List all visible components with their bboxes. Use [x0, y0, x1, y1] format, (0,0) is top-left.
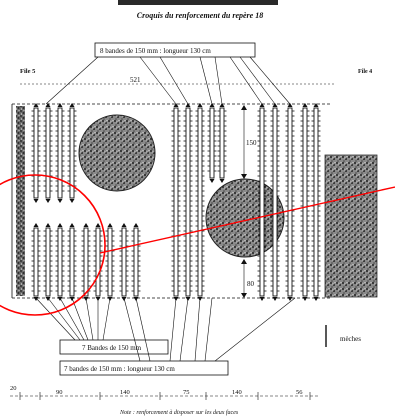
- reinforcement-band: [55, 223, 65, 301]
- red-highlight-circle: [0, 174, 106, 316]
- reinforcement-band: [43, 223, 53, 301]
- dim-150-label: 150: [246, 139, 257, 147]
- reinforcement-band: [119, 223, 129, 301]
- reinforcement-band: [217, 103, 227, 183]
- note: Note : renforcement à disposer sur les d…: [119, 409, 239, 416]
- callout-top-leaders: [45, 56, 291, 105]
- reinforcement-band: [31, 223, 41, 301]
- reinforcement-band: [93, 223, 103, 301]
- reinforcement-band: [67, 223, 77, 301]
- file-right-label: File 4: [358, 69, 372, 75]
- bottom-dims-group: 20 90 140 75 140 56: [10, 385, 311, 400]
- bottom-dim-label: 140: [232, 389, 242, 396]
- dim-150: [241, 105, 247, 179]
- reinforcement-band: [31, 103, 41, 203]
- reinforcement-band: [257, 103, 267, 301]
- callout-bottom-label: 7 bandes de 150 mm : longueur 130 cm: [64, 365, 175, 373]
- reinforcement-band: [311, 103, 321, 301]
- dim-80-label: 80: [247, 280, 255, 288]
- bands-group: [31, 103, 321, 301]
- reinforcement-band: [131, 223, 141, 301]
- callout-mid-leaders: [35, 297, 111, 341]
- reinforcement-band: [81, 223, 91, 301]
- reinforcement-band: [300, 103, 310, 301]
- reinforcement-band: [270, 103, 280, 301]
- file-left-label: File 5: [20, 68, 36, 75]
- red-highlight-line: [99, 186, 395, 254]
- callout-bottom-leaders: [123, 297, 296, 362]
- bottom-dim-label: 56: [296, 389, 303, 396]
- reinforcement-band: [183, 103, 193, 301]
- bottom-hole: [205, 178, 285, 258]
- top-hole: [78, 114, 156, 192]
- reinforcement-band: [171, 103, 181, 301]
- right-block: [324, 154, 378, 298]
- callout-mid-label: 7 Bandes de 150 mm: [82, 344, 142, 352]
- bottom-dim-label: 140: [120, 389, 130, 396]
- reinforcement-band: [43, 103, 53, 203]
- callout-top-label: 8 bandes de 150 mm : longueur 130 cm: [100, 47, 211, 55]
- reinforcement-band: [55, 103, 65, 203]
- dim-80: [241, 259, 247, 298]
- bottom-dim-label: 90: [56, 389, 63, 396]
- caption: Croquis du renforcement du repère 18: [137, 11, 263, 20]
- callout-top-box: [94, 42, 256, 58]
- bottom-dim-label: 20: [10, 385, 17, 392]
- left-edge-band: [16, 106, 25, 296]
- reinforcement-band: [195, 103, 205, 301]
- reinforcement-band: [285, 103, 295, 301]
- callout-bottom-box: [59, 360, 229, 376]
- callout-mid-box: [59, 339, 169, 355]
- legend-label: mèches: [340, 335, 361, 343]
- frame: [11, 103, 330, 299]
- bottom-dim-label: 75: [183, 389, 190, 396]
- dim-521-label: 521: [130, 76, 141, 84]
- reinforcement-band: [105, 223, 115, 301]
- reinforcement-band: [67, 103, 77, 203]
- reinforcement-band: [207, 103, 217, 183]
- top-image-edge: [118, 0, 278, 5]
